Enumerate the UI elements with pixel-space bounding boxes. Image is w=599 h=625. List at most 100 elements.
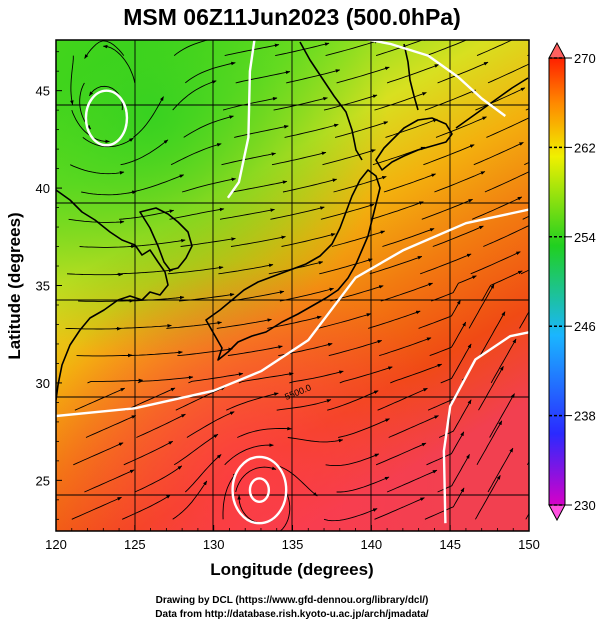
wind-streamline bbox=[224, 443, 274, 466]
wind-streamline bbox=[368, 310, 421, 329]
wind-streamline bbox=[173, 40, 210, 56]
coastline-hokkaido bbox=[375, 117, 453, 171]
wind-streamline bbox=[424, 487, 465, 520]
wind-streamline bbox=[279, 287, 335, 302]
wind-streamline bbox=[232, 180, 288, 193]
wind-streamline bbox=[71, 109, 110, 144]
wind-streamline bbox=[167, 265, 224, 275]
wind-streamline bbox=[115, 324, 172, 329]
wind-streamline bbox=[519, 310, 529, 329]
y-tick-label: 35 bbox=[36, 279, 50, 294]
wind-streamline bbox=[219, 208, 275, 220]
wind-streamline bbox=[483, 223, 529, 247]
coastline-russia-east bbox=[299, 41, 363, 161]
coastline-kyushu-shikoku-honshu bbox=[205, 169, 381, 361]
wind-streamline bbox=[322, 149, 376, 166]
wind-streamline bbox=[327, 390, 379, 411]
wind-streamline bbox=[319, 258, 373, 275]
wind-streamline bbox=[119, 209, 175, 220]
wind-streamline bbox=[188, 372, 244, 384]
chart-title: MSM 06Z11Jun2023 (500.0hPa) bbox=[123, 4, 461, 30]
wind-streamline bbox=[334, 121, 389, 138]
wind-streamline bbox=[230, 235, 286, 247]
wind-streamline bbox=[487, 447, 514, 493]
y-tick-label: 25 bbox=[36, 473, 50, 488]
wind-streamline bbox=[371, 201, 424, 220]
height-contour-line bbox=[363, 40, 507, 117]
wind-streamline bbox=[338, 418, 390, 438]
wind-streamline bbox=[222, 472, 237, 520]
x-axis-label: Longitude (degrees) bbox=[210, 560, 373, 579]
wind-streamline bbox=[173, 433, 219, 466]
x-tick-label: 140 bbox=[360, 537, 382, 552]
wind-streamline bbox=[481, 270, 523, 302]
wind-streamline bbox=[383, 173, 437, 193]
wind-streamline bbox=[374, 92, 427, 111]
wind-streamline bbox=[169, 207, 225, 220]
wind-streamline bbox=[82, 137, 134, 148]
wind-streamline bbox=[372, 146, 426, 166]
wind-streamline bbox=[73, 442, 124, 466]
x-tick-label: 120 bbox=[45, 537, 67, 552]
colorbar-tick-label: 238 bbox=[574, 409, 596, 424]
wind-streamline bbox=[126, 350, 183, 357]
wind-streamline bbox=[418, 299, 461, 329]
wind-streamline bbox=[437, 61, 489, 84]
wind-streamline bbox=[177, 347, 233, 357]
wind-streamline bbox=[390, 363, 443, 384]
grid-lines bbox=[56, 40, 529, 531]
colorbar-gradient bbox=[548, 57, 566, 506]
wind-streamline bbox=[238, 372, 294, 384]
wind-streamline bbox=[325, 40, 379, 57]
wind-streamline bbox=[85, 415, 137, 438]
wind-streamline bbox=[275, 464, 318, 497]
wind-streamline bbox=[423, 144, 475, 166]
colorbar-tick-label: 262 bbox=[574, 140, 596, 155]
wind-streamline bbox=[123, 440, 174, 466]
wind-streamline bbox=[470, 251, 521, 275]
height-contour-line bbox=[442, 331, 529, 524]
wind-streamline bbox=[131, 174, 185, 193]
credit-drawing: Drawing by DCL (https://www.gfd-dennou.o… bbox=[156, 595, 429, 606]
wind-streamline bbox=[275, 42, 330, 57]
wind-streamline bbox=[172, 480, 208, 520]
wind-streamline bbox=[431, 275, 477, 302]
wind-streamline bbox=[70, 164, 125, 175]
wind-streamline bbox=[237, 426, 292, 438]
wind-streamline bbox=[317, 313, 372, 329]
y-tick-label: 45 bbox=[36, 84, 50, 99]
wind-streamline bbox=[377, 387, 428, 411]
wind-streamline bbox=[172, 80, 217, 111]
wind-streamline bbox=[76, 353, 133, 358]
x-tick-label: 150 bbox=[518, 537, 540, 552]
wind-streamline bbox=[136, 413, 186, 438]
y-tick-label: 40 bbox=[36, 181, 50, 196]
wind-streamline bbox=[476, 40, 514, 57]
wind-streamline bbox=[282, 178, 338, 193]
wind-streamline bbox=[479, 311, 506, 356]
credit-data: Data from http://database.rish.kyoto-u.a… bbox=[155, 609, 429, 620]
wind-streamline bbox=[66, 272, 124, 277]
wind-streamline bbox=[235, 70, 291, 84]
wind-streamline bbox=[130, 238, 186, 247]
wind-streamline bbox=[434, 171, 486, 193]
wind-streamline bbox=[336, 476, 390, 493]
wind-streamline bbox=[70, 55, 74, 105]
wind-streamline bbox=[120, 139, 169, 166]
coastline-sakhalin bbox=[403, 43, 419, 111]
wind-streamline bbox=[226, 392, 279, 411]
wind-streamline bbox=[426, 40, 468, 57]
plot-area: 5500.0 bbox=[56, 40, 529, 531]
wind-streamline bbox=[65, 326, 122, 331]
wind-streamline bbox=[81, 190, 137, 196]
wind-streamline bbox=[325, 453, 380, 467]
wind-streamline bbox=[527, 54, 529, 57]
wind-streamline bbox=[87, 378, 144, 384]
wind-streamline bbox=[276, 399, 332, 411]
wind-streamline bbox=[336, 66, 390, 84]
wind-streamline bbox=[476, 420, 503, 466]
wind-streamline bbox=[102, 44, 136, 84]
height-contour-ring bbox=[231, 455, 288, 525]
wind-streamline bbox=[374, 497, 425, 520]
wind-streamline bbox=[486, 117, 529, 138]
